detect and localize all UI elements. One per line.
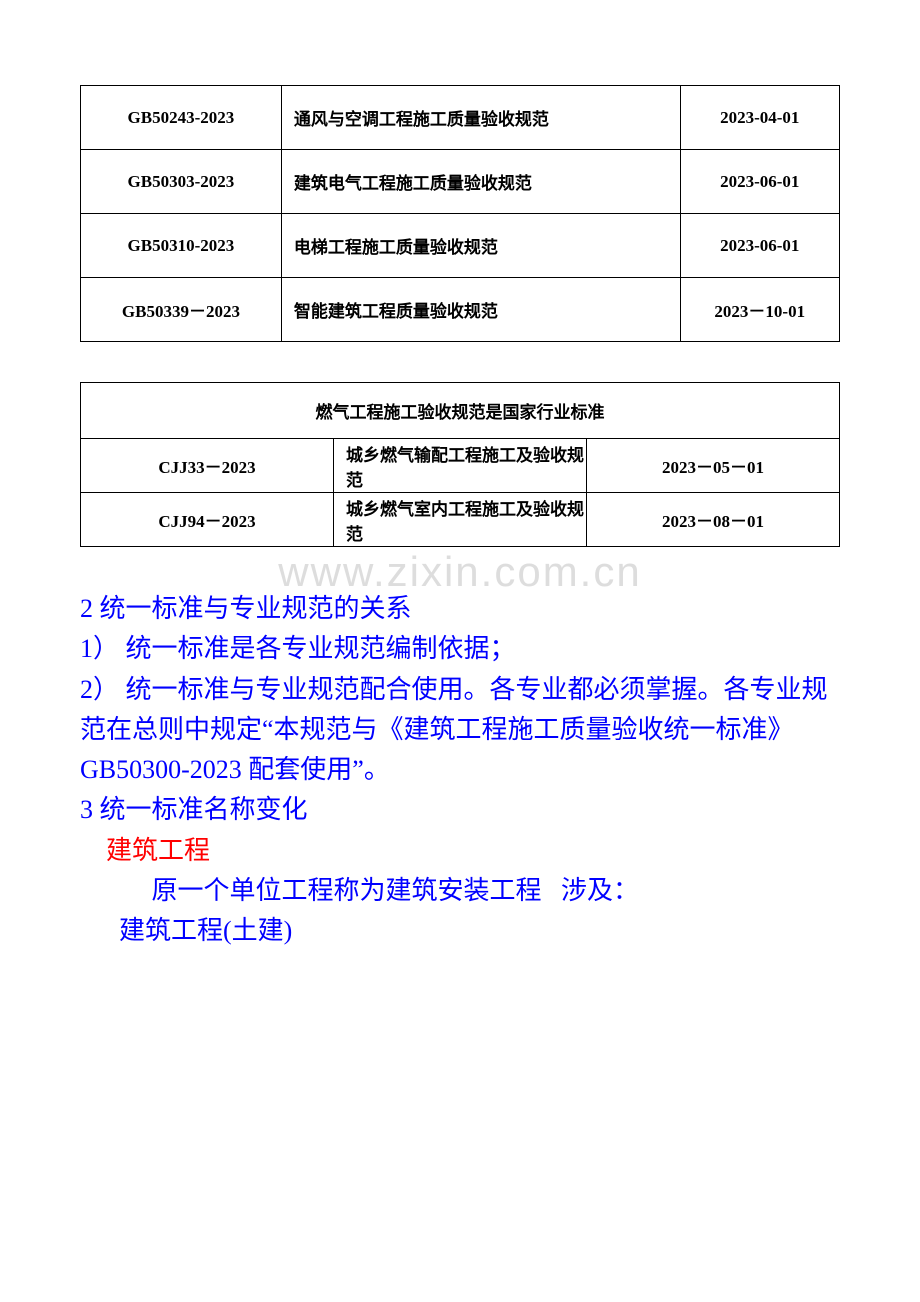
table-row: GB50310-2023 电梯工程施工质量验收规范 2023-06-01 bbox=[81, 214, 840, 278]
cell-code: CJJ33－2023 bbox=[81, 439, 334, 493]
body-text-block: 2 统一标准与专业规范的关系 1） 统一标准是各专业规范编制依据； 2） 统一标… bbox=[80, 589, 840, 952]
body-line: 1） 统一标准是各专业规范编制依据； bbox=[80, 629, 840, 669]
cell-desc: 城乡燃气室内工程施工及验收规范 bbox=[334, 493, 587, 547]
cell-code: GB50339－2023 bbox=[81, 278, 282, 342]
body-line-red: 建筑工程 bbox=[80, 831, 840, 871]
table-row: GB50243-2023 通风与空调工程施工质量验收规范 2023-04-01 bbox=[81, 86, 840, 150]
cell-desc: 智能建筑工程质量验收规范 bbox=[281, 278, 680, 342]
body-line: 原一个单位工程称为建筑安装工程 涉及： bbox=[80, 871, 840, 911]
table-row: CJJ94－2023 城乡燃气室内工程施工及验收规范 2023－08－01 bbox=[81, 493, 840, 547]
cell-date: 2023-06-01 bbox=[680, 214, 839, 278]
cell-code: GB50310-2023 bbox=[81, 214, 282, 278]
table-header-row: 燃气工程施工验收规范是国家行业标准 bbox=[81, 383, 840, 439]
cell-desc: 电梯工程施工质量验收规范 bbox=[281, 214, 680, 278]
cell-date: 2023－10-01 bbox=[680, 278, 839, 342]
cell-code: GB50303-2023 bbox=[81, 150, 282, 214]
table-row: GB50339－2023 智能建筑工程质量验收规范 2023－10-01 bbox=[81, 278, 840, 342]
content-layer: GB50243-2023 通风与空调工程施工质量验收规范 2023-04-01 … bbox=[80, 85, 840, 952]
cell-desc: 城乡燃气输配工程施工及验收规范 bbox=[334, 439, 587, 493]
cell-date: 2023-06-01 bbox=[680, 150, 839, 214]
body-line: 2） 统一标准与专业规范配合使用。各专业都必须掌握。各专业规范在总则中规定“本规… bbox=[80, 670, 840, 791]
table-gap bbox=[80, 342, 840, 382]
table-row: CJJ33－2023 城乡燃气输配工程施工及验收规范 2023－05－01 bbox=[81, 439, 840, 493]
standards-table-1: GB50243-2023 通风与空调工程施工质量验收规范 2023-04-01 … bbox=[80, 85, 840, 342]
body-line: 建筑工程(土建) bbox=[80, 911, 840, 951]
cell-code: CJJ94－2023 bbox=[81, 493, 334, 547]
cell-desc: 通风与空调工程施工质量验收规范 bbox=[281, 86, 680, 150]
table-header-cell: 燃气工程施工验收规范是国家行业标准 bbox=[81, 383, 840, 439]
cell-date: 2023-04-01 bbox=[680, 86, 839, 150]
standards-table-2: 燃气工程施工验收规范是国家行业标准 CJJ33－2023 城乡燃气输配工程施工及… bbox=[80, 382, 840, 547]
cell-date: 2023－05－01 bbox=[587, 439, 840, 493]
cell-code: GB50243-2023 bbox=[81, 86, 282, 150]
body-line: 3 统一标准名称变化 bbox=[80, 790, 840, 830]
body-line: 2 统一标准与专业规范的关系 bbox=[80, 589, 840, 629]
cell-desc: 建筑电气工程施工质量验收规范 bbox=[281, 150, 680, 214]
table-row: GB50303-2023 建筑电气工程施工质量验收规范 2023-06-01 bbox=[81, 150, 840, 214]
cell-date: 2023－08－01 bbox=[587, 493, 840, 547]
